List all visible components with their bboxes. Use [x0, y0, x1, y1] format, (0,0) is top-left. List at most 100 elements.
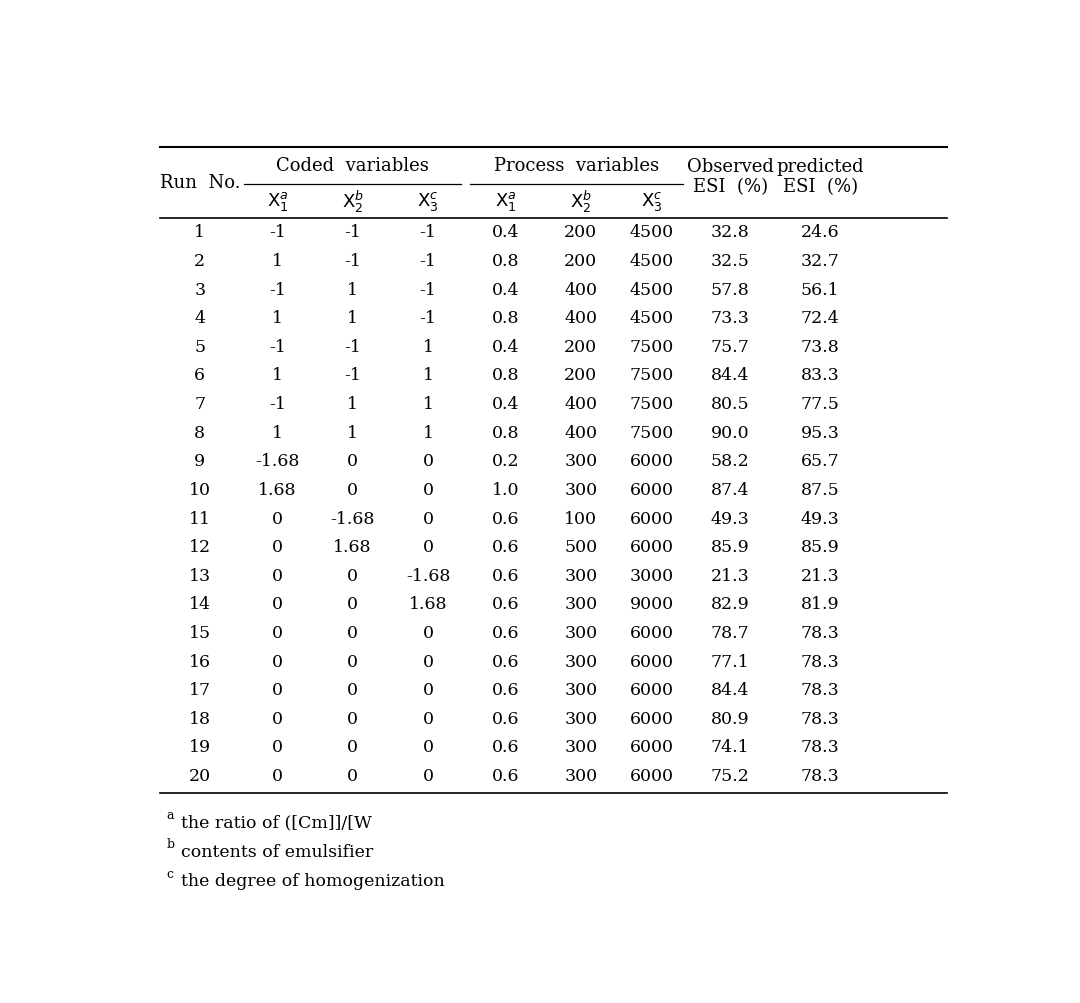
Text: 200: 200 — [564, 253, 597, 270]
Text: 7500: 7500 — [630, 424, 674, 441]
Text: 78.3: 78.3 — [800, 681, 839, 698]
Text: $\mathrm{X}_{1}^{a}$: $\mathrm{X}_{1}^{a}$ — [495, 190, 516, 213]
Text: 200: 200 — [564, 339, 597, 355]
Text: 1: 1 — [272, 253, 283, 270]
Text: 0: 0 — [347, 767, 359, 784]
Text: 1: 1 — [347, 282, 359, 298]
Text: 0.6: 0.6 — [491, 624, 519, 641]
Text: 82.9: 82.9 — [711, 596, 750, 613]
Text: 78.3: 78.3 — [800, 738, 839, 755]
Text: 6000: 6000 — [630, 767, 674, 784]
Text: 20: 20 — [189, 767, 211, 784]
Text: 24.6: 24.6 — [800, 225, 839, 242]
Text: 6000: 6000 — [630, 452, 674, 469]
Text: 56.1: 56.1 — [800, 282, 839, 298]
Text: 84.4: 84.4 — [711, 681, 750, 698]
Text: 6000: 6000 — [630, 539, 674, 556]
Text: 73.8: 73.8 — [800, 339, 839, 355]
Text: -1: -1 — [345, 225, 361, 242]
Text: 74.1: 74.1 — [711, 738, 750, 755]
Text: 400: 400 — [564, 396, 597, 412]
Text: Coded  variables: Coded variables — [276, 156, 429, 175]
Text: 4: 4 — [194, 310, 205, 327]
Text: 75.2: 75.2 — [711, 767, 750, 784]
Text: Process  variables: Process variables — [494, 156, 659, 175]
Text: 300: 300 — [564, 710, 597, 727]
Text: 1: 1 — [194, 225, 205, 242]
Text: 1: 1 — [272, 424, 283, 441]
Text: 15: 15 — [189, 624, 211, 641]
Text: 1: 1 — [272, 310, 283, 327]
Text: 7500: 7500 — [630, 339, 674, 355]
Text: 65.7: 65.7 — [800, 452, 839, 469]
Text: 1: 1 — [422, 424, 433, 441]
Text: 1: 1 — [422, 367, 433, 384]
Text: 78.3: 78.3 — [800, 653, 839, 670]
Text: 0: 0 — [422, 539, 433, 556]
Text: 0.4: 0.4 — [491, 282, 519, 298]
Text: 500: 500 — [564, 539, 597, 556]
Text: 77.1: 77.1 — [711, 653, 750, 670]
Text: 6000: 6000 — [630, 653, 674, 670]
Text: 3000: 3000 — [630, 567, 674, 584]
Text: 80.5: 80.5 — [711, 396, 750, 412]
Text: -1.68: -1.68 — [255, 452, 299, 469]
Text: -1: -1 — [269, 282, 286, 298]
Text: 18: 18 — [189, 710, 211, 727]
Text: 0.4: 0.4 — [491, 396, 519, 412]
Text: 300: 300 — [564, 767, 597, 784]
Text: 84.4: 84.4 — [711, 367, 750, 384]
Text: 0.4: 0.4 — [491, 339, 519, 355]
Text: 7500: 7500 — [630, 367, 674, 384]
Text: 9000: 9000 — [630, 596, 674, 613]
Text: 0: 0 — [272, 738, 283, 755]
Text: 1: 1 — [347, 310, 359, 327]
Text: 1.68: 1.68 — [408, 596, 447, 613]
Text: 0: 0 — [272, 653, 283, 670]
Text: 0: 0 — [272, 681, 283, 698]
Text: 1.68: 1.68 — [258, 481, 297, 498]
Text: -1: -1 — [419, 310, 436, 327]
Text: 85.9: 85.9 — [711, 539, 750, 556]
Text: 6000: 6000 — [630, 624, 674, 641]
Text: 4500: 4500 — [630, 310, 674, 327]
Text: 0.6: 0.6 — [491, 767, 519, 784]
Text: Observed: Observed — [687, 158, 773, 177]
Text: $\mathrm{X}_{2}^{b}$: $\mathrm{X}_{2}^{b}$ — [341, 189, 364, 215]
Text: 300: 300 — [564, 738, 597, 755]
Text: 11: 11 — [189, 510, 211, 527]
Text: 16: 16 — [189, 653, 211, 670]
Text: predicted: predicted — [777, 158, 864, 177]
Text: 0: 0 — [272, 510, 283, 527]
Text: 73.3: 73.3 — [711, 310, 750, 327]
Text: 6000: 6000 — [630, 510, 674, 527]
Text: 81.9: 81.9 — [800, 596, 839, 613]
Text: 1: 1 — [347, 424, 359, 441]
Text: 0.6: 0.6 — [491, 567, 519, 584]
Text: c: c — [166, 867, 174, 880]
Text: 400: 400 — [564, 282, 597, 298]
Text: 6000: 6000 — [630, 681, 674, 698]
Text: $\mathrm{X}_{2}^{b}$: $\mathrm{X}_{2}^{b}$ — [570, 189, 592, 215]
Text: 1: 1 — [422, 339, 433, 355]
Text: 0: 0 — [272, 624, 283, 641]
Text: 77.5: 77.5 — [800, 396, 839, 412]
Text: 0: 0 — [347, 567, 359, 584]
Text: -1: -1 — [419, 282, 436, 298]
Text: 200: 200 — [564, 225, 597, 242]
Text: 90.0: 90.0 — [711, 424, 750, 441]
Text: 2: 2 — [194, 253, 205, 270]
Text: 7500: 7500 — [630, 396, 674, 412]
Text: 0.6: 0.6 — [491, 710, 519, 727]
Text: the ratio of ([Cm]]/[W: the ratio of ([Cm]]/[W — [181, 813, 372, 830]
Text: 0: 0 — [347, 624, 359, 641]
Text: 4500: 4500 — [630, 282, 674, 298]
Text: 0: 0 — [422, 710, 433, 727]
Text: 58.2: 58.2 — [711, 452, 750, 469]
Text: 13: 13 — [189, 567, 211, 584]
Text: 0.6: 0.6 — [491, 738, 519, 755]
Text: 300: 300 — [564, 567, 597, 584]
Text: 300: 300 — [564, 653, 597, 670]
Text: 0: 0 — [347, 681, 359, 698]
Text: 0: 0 — [422, 653, 433, 670]
